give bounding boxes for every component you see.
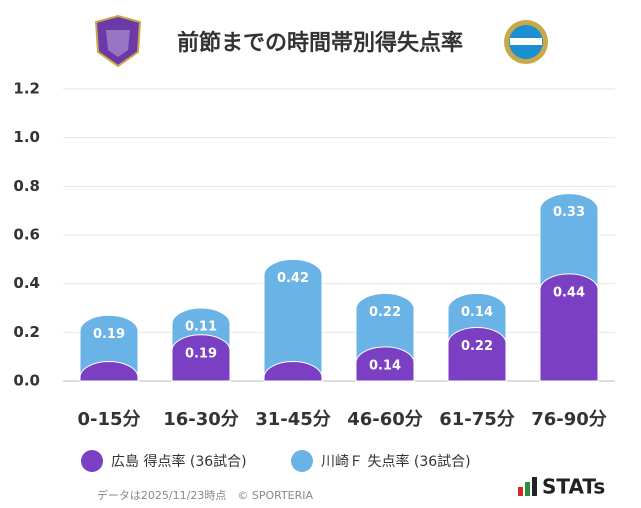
away-logo <box>504 20 548 64</box>
x-tick-label: 76-90分 <box>531 409 607 430</box>
y-tick-label: 0.2 <box>13 323 40 341</box>
data-label: 0.42 <box>277 271 309 286</box>
x-tick-label: 46-60分 <box>347 409 423 430</box>
data-label: 0.14 <box>461 305 493 320</box>
legend-label: 川崎Ｆ 失点率 (36試合) <box>321 453 471 470</box>
bar-segment <box>355 292 415 364</box>
y-tick-label: 0.0 <box>13 372 40 390</box>
bar-segment <box>539 193 599 291</box>
data-label: 0.22 <box>461 339 493 354</box>
home-logo <box>94 14 142 68</box>
legend-marker <box>81 450 103 472</box>
bar-segment <box>355 346 415 382</box>
y-tick-label: 0.4 <box>13 274 40 292</box>
x-tick-label: 61-75分 <box>439 409 515 430</box>
legend-marker <box>291 450 313 472</box>
bar-segment <box>79 314 139 379</box>
y-tick-label: 1.2 <box>13 80 40 98</box>
bar-segment <box>447 327 507 382</box>
data-label: 0.22 <box>369 305 401 320</box>
legend-label: 広島 得点率 (36試合) <box>111 453 247 470</box>
data-label: 0.11 <box>185 320 217 335</box>
y-tick-label: 1.0 <box>13 128 40 146</box>
bar-segment <box>263 258 323 379</box>
brand: STATs <box>542 475 605 499</box>
data-label: 0.14 <box>369 358 401 373</box>
x-tick-label: 16-30分 <box>163 409 239 430</box>
data-label: 0.33 <box>553 205 585 220</box>
bar-segment <box>171 334 231 382</box>
y-tick-label: 0.6 <box>13 226 40 244</box>
x-tick-label: 0-15分 <box>77 409 140 430</box>
y-tick-label: 0.8 <box>13 177 40 195</box>
chart-title: 前節までの時間帯別得失点率 <box>177 30 463 56</box>
bar-segment <box>263 361 323 382</box>
footnote: データは2025/11/23時点 © SPORTERIA <box>97 488 314 502</box>
data-label: 0.19 <box>185 346 217 361</box>
bar-segment <box>539 273 599 382</box>
brand-logo <box>518 477 537 496</box>
data-label: 0.44 <box>553 285 585 300</box>
x-tick-label: 31-45分 <box>255 409 331 430</box>
bar-segment <box>79 361 139 382</box>
data-label: 0.19 <box>93 327 125 342</box>
